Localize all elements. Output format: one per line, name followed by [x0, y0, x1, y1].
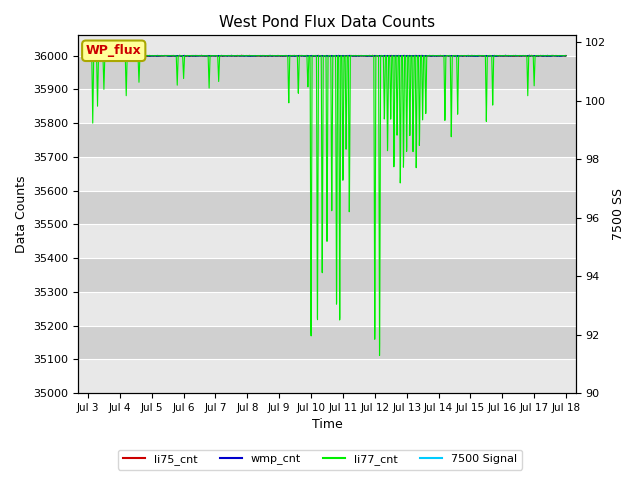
- Text: WP_flux: WP_flux: [86, 44, 141, 57]
- Bar: [79, 123, 575, 157]
- Title: West Pond Flux Data Counts: West Pond Flux Data Counts: [219, 15, 435, 30]
- Bar: [79, 89, 575, 123]
- Y-axis label: Data Counts: Data Counts: [15, 176, 28, 253]
- Bar: [79, 325, 575, 360]
- Bar: [79, 292, 575, 325]
- Bar: [79, 258, 575, 292]
- Legend: li75_cnt, wmp_cnt, li77_cnt, 7500 Signal: li75_cnt, wmp_cnt, li77_cnt, 7500 Signal: [118, 450, 522, 469]
- X-axis label: Time: Time: [312, 419, 342, 432]
- Bar: [79, 157, 575, 191]
- Bar: [79, 360, 575, 393]
- Y-axis label: 7500 SS: 7500 SS: [612, 188, 625, 240]
- Bar: [79, 224, 575, 258]
- Bar: [79, 56, 575, 89]
- Bar: [79, 191, 575, 224]
